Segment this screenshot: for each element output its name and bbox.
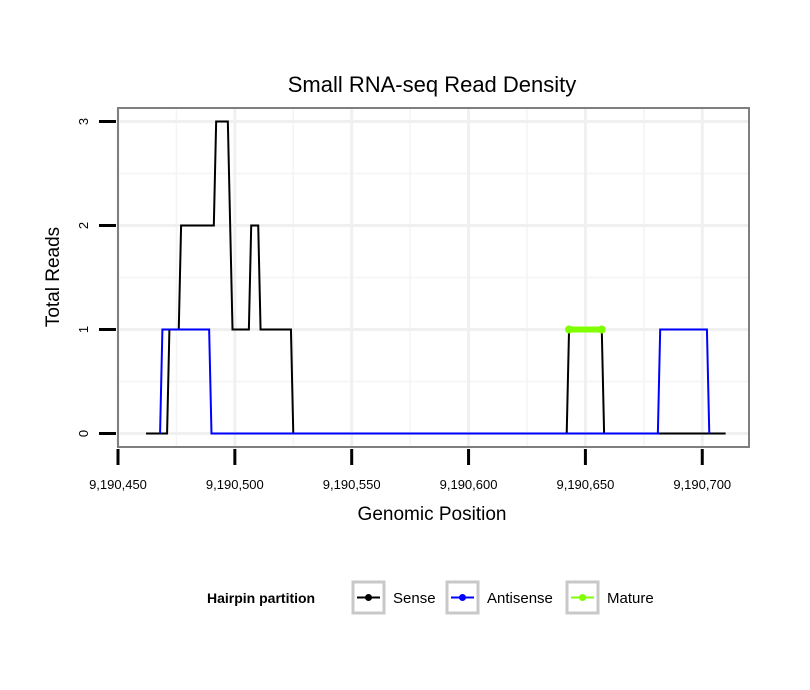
x-axis-title: Genomic Position [358, 504, 507, 525]
x-tick-label: 9,190,600 [440, 477, 498, 492]
series-line-antisense [159, 328, 711, 435]
x-tick-label: 9,190,500 [206, 477, 264, 492]
legend-point-sense [365, 594, 372, 601]
legend-item-mature: Mature [565, 580, 654, 615]
series-point-mature [565, 325, 574, 334]
y-tick-label: 2 [76, 222, 91, 229]
legend-title: Hairpin partition [207, 590, 315, 606]
legend-item-antisense: Antisense [445, 580, 553, 615]
series-point-mature [597, 325, 606, 334]
x-tick-label: 9,190,550 [323, 477, 381, 492]
x-tick-label: 9,190,650 [556, 477, 614, 492]
series-line-sense [146, 120, 726, 435]
x-axis: 9,190,450 9,190,500 9,190,550 9,190,600 9,19… [89, 449, 731, 492]
grid [116, 108, 749, 447]
legend-label-mature: Mature [607, 590, 654, 607]
plot-border [117, 107, 750, 448]
legend-label-sense: Sense [393, 590, 436, 607]
legend-label-antisense: Antisense [487, 590, 553, 607]
y-tick-label: 0 [76, 430, 91, 437]
series-layer [146, 120, 726, 435]
legend-point-mature [579, 594, 586, 601]
y-tick-label: 3 [76, 118, 91, 125]
x-tick-label: 9,190,450 [89, 477, 147, 492]
x-tick-label: 9,190,700 [673, 477, 731, 492]
legend-point-antisense [459, 594, 466, 601]
y-axis: 0 1 2 3 [76, 118, 116, 437]
chart-title: Small RNA-seq Read Density [288, 72, 577, 97]
legend: Hairpin partition Sense Antisense Mature [207, 580, 654, 615]
y-tick-label: 1 [76, 326, 91, 333]
y-axis-title: Total Reads [43, 227, 64, 327]
legend-item-sense: Sense [351, 580, 436, 615]
